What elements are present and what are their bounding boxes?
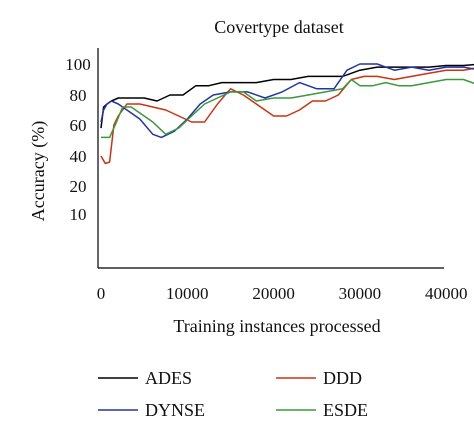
y-tick-label: 10 (70, 205, 87, 224)
series-line-esde (101, 78, 474, 139)
x-tick-label: 0 (97, 284, 106, 303)
x-tick-label: 30000 (339, 284, 382, 303)
chart-title: Covertype dataset (214, 17, 343, 37)
y-tick-labels: 10 20 40 60 80 100 (65, 55, 91, 224)
series-line-ades (100, 63, 474, 129)
x-tick-labels: 0 10000 20000 30000 40000 (97, 284, 468, 303)
y-tick-label: 20 (70, 177, 87, 196)
legend-label-ades: ADES (145, 368, 192, 388)
legend-label-esde: ESDE (323, 400, 368, 420)
legend: ADES DDD DYNSE ESDE (98, 368, 368, 420)
y-tick-label: 80 (70, 86, 87, 105)
x-tick-label: 20000 (252, 284, 295, 303)
y-axis-label: Accuracy (%) (28, 121, 49, 221)
legend-label-ddd: DDD (323, 368, 362, 388)
y-tick-label: 60 (70, 116, 87, 135)
series-lines (100, 63, 474, 165)
x-tick-label: 10000 (166, 284, 209, 303)
legend-label-dynse: DYNSE (145, 400, 205, 420)
y-tick-label: 100 (65, 55, 91, 74)
plot-area: 10 20 40 60 80 100 0 10000 20000 30000 40000 (65, 48, 474, 303)
x-tick-label: 40000 (425, 284, 468, 303)
series-line-dynse (100, 63, 474, 139)
series-line-ddd (100, 67, 474, 165)
x-axis-label: Training instances processed (173, 316, 380, 336)
y-tick-label: 40 (70, 147, 87, 166)
